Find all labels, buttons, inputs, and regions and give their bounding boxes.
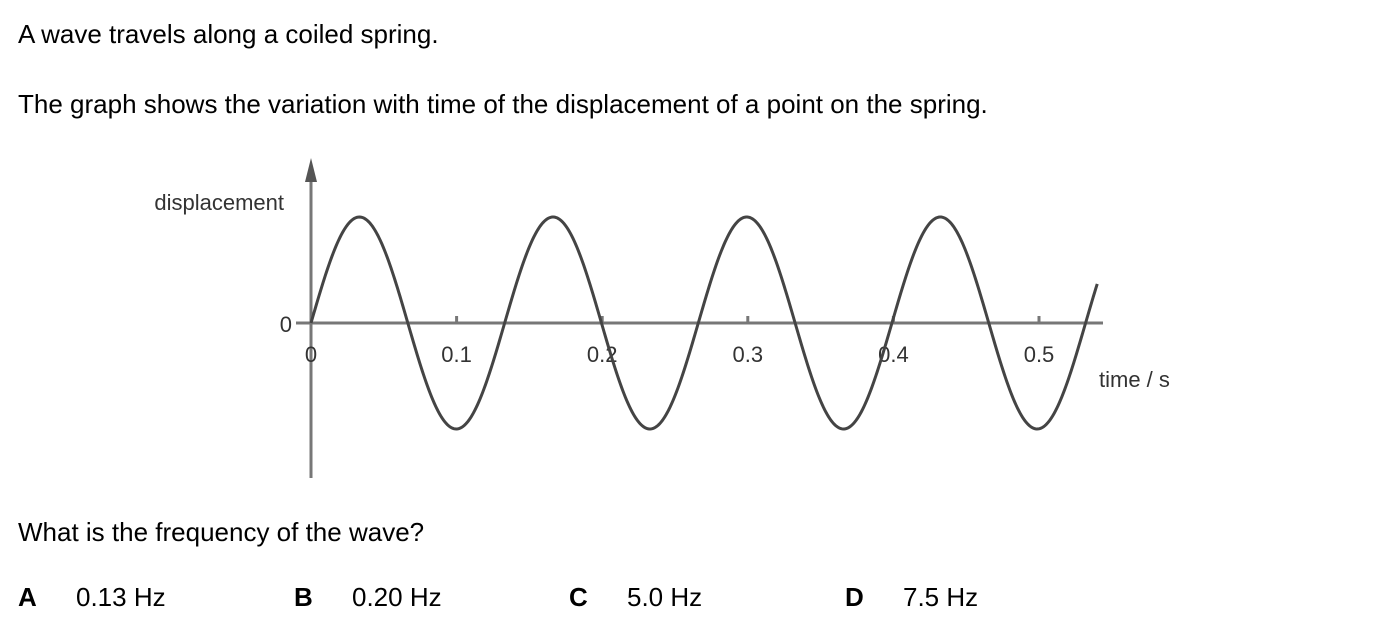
question-text: What is the frequency of the wave? [18, 517, 425, 547]
option-d[interactable]: D 7.5 Hz [845, 584, 978, 610]
description-text: The graph shows the variation with time … [18, 89, 988, 119]
option-d-text: 7.5 Hz [903, 582, 979, 612]
x-tick-label-0.5: 0.5 [1024, 342, 1055, 367]
y-axis-label: displacement [154, 190, 284, 215]
y-tick-label-0: 0 [280, 312, 292, 337]
option-c[interactable]: C 5.0 Hz [569, 584, 702, 610]
x-ticks: 0 0.1 0.2 0.3 0.4 0.5 [305, 316, 1054, 367]
option-b-text: 0.20 Hz [352, 582, 442, 612]
option-c-text: 5.0 Hz [627, 582, 703, 612]
option-b-letter: B [294, 582, 313, 612]
option-b[interactable]: B 0.20 Hz [294, 584, 442, 610]
option-c-letter: C [569, 582, 588, 612]
x-tick-label-0.3: 0.3 [733, 342, 764, 367]
option-a[interactable]: A 0.13 Hz [18, 584, 166, 610]
x-tick-label-0.1: 0.1 [441, 342, 472, 367]
option-a-text: 0.13 Hz [76, 582, 166, 612]
option-d-letter: D [845, 582, 864, 612]
intro-text: A wave travels along a coiled spring. [18, 19, 439, 49]
x-tick-label-0: 0 [305, 342, 317, 367]
x-axis-label: time / s [1099, 367, 1170, 392]
option-a-letter: A [18, 582, 37, 612]
displacement-curve [309, 215, 1099, 431]
y-axis-arrow [305, 158, 317, 182]
